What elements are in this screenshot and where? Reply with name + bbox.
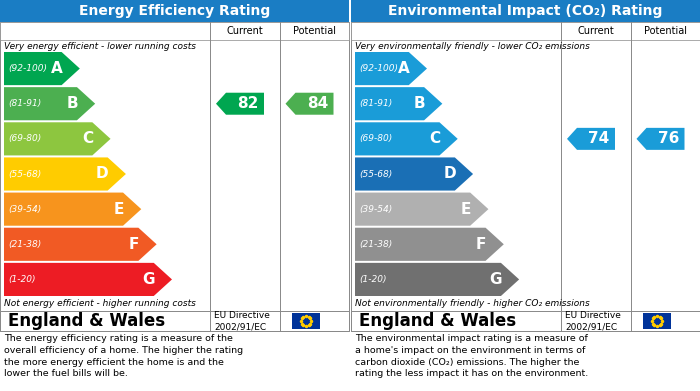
Bar (0, 0, 349, 22)
Polygon shape (355, 193, 489, 226)
Bar (0, 311, 349, 331)
Bar (351, 22, 700, 40)
Polygon shape (216, 93, 264, 115)
Text: (39-54): (39-54) (8, 204, 41, 213)
Text: (1-20): (1-20) (359, 275, 386, 284)
Text: Not energy efficient - higher running costs: Not energy efficient - higher running co… (4, 299, 196, 308)
Text: (21-38): (21-38) (359, 240, 392, 249)
Bar (351, 22, 700, 331)
Text: E: E (113, 202, 124, 217)
Text: 84: 84 (307, 96, 328, 111)
Text: F: F (129, 237, 139, 252)
Text: G: G (142, 272, 155, 287)
Polygon shape (355, 158, 473, 190)
Polygon shape (355, 52, 427, 85)
Text: B: B (414, 96, 425, 111)
Text: G: G (489, 272, 502, 287)
Text: The environmental impact rating is a measure of
a home's impact on the environme: The environmental impact rating is a mea… (355, 334, 588, 378)
Polygon shape (4, 228, 157, 261)
Text: D: D (443, 167, 456, 181)
Polygon shape (355, 228, 504, 261)
Text: (92-100): (92-100) (8, 64, 47, 73)
Polygon shape (286, 93, 333, 115)
Text: A: A (398, 61, 410, 76)
Text: Energy Efficiency Rating: Energy Efficiency Rating (79, 4, 270, 18)
Text: EU Directive
2002/91/EC: EU Directive 2002/91/EC (565, 311, 621, 331)
Text: (81-91): (81-91) (8, 99, 41, 108)
Polygon shape (4, 263, 172, 296)
Text: England & Wales: England & Wales (8, 312, 165, 330)
Text: Environmental Impact (CO₂) Rating: Environmental Impact (CO₂) Rating (389, 4, 663, 18)
Text: E: E (461, 202, 471, 217)
Bar (292, 313, 320, 329)
Polygon shape (636, 128, 685, 150)
Polygon shape (4, 158, 126, 190)
Polygon shape (4, 193, 141, 226)
Polygon shape (4, 122, 111, 156)
Text: Current: Current (227, 26, 263, 36)
Text: England & Wales: England & Wales (359, 312, 516, 330)
Text: EU Directive
2002/91/EC: EU Directive 2002/91/EC (214, 311, 270, 331)
Text: (55-68): (55-68) (359, 170, 392, 179)
Text: 82: 82 (237, 96, 259, 111)
Text: Very environmentally friendly - lower CO₂ emissions: Very environmentally friendly - lower CO… (355, 42, 590, 51)
Bar (0, 22, 349, 40)
Bar (351, 311, 700, 331)
Text: (55-68): (55-68) (8, 170, 41, 179)
Text: Not environmentally friendly - higher CO₂ emissions: Not environmentally friendly - higher CO… (355, 299, 589, 308)
Text: Potential: Potential (644, 26, 687, 36)
Text: (1-20): (1-20) (8, 275, 36, 284)
Text: F: F (476, 237, 486, 252)
Text: (69-80): (69-80) (8, 135, 41, 143)
Polygon shape (4, 87, 95, 120)
Text: The energy efficiency rating is a measure of the
overall efficiency of a home. T: The energy efficiency rating is a measur… (4, 334, 243, 378)
Text: (21-38): (21-38) (8, 240, 41, 249)
Text: Current: Current (578, 26, 615, 36)
Text: C: C (82, 131, 93, 146)
Polygon shape (355, 263, 519, 296)
Text: D: D (96, 167, 108, 181)
Bar (0, 22, 349, 331)
Text: 74: 74 (589, 131, 610, 146)
Text: C: C (429, 131, 440, 146)
Polygon shape (355, 122, 458, 156)
Polygon shape (4, 52, 80, 85)
Text: 76: 76 (658, 131, 679, 146)
Polygon shape (567, 128, 615, 150)
Polygon shape (355, 87, 442, 120)
Bar (643, 313, 671, 329)
Bar (351, 0, 700, 22)
Text: (92-100): (92-100) (359, 64, 398, 73)
Text: A: A (51, 61, 62, 76)
Text: B: B (66, 96, 78, 111)
Text: (81-91): (81-91) (359, 99, 392, 108)
Text: Very energy efficient - lower running costs: Very energy efficient - lower running co… (4, 42, 196, 51)
Text: (69-80): (69-80) (359, 135, 392, 143)
Text: (39-54): (39-54) (359, 204, 392, 213)
Text: Potential: Potential (293, 26, 336, 36)
